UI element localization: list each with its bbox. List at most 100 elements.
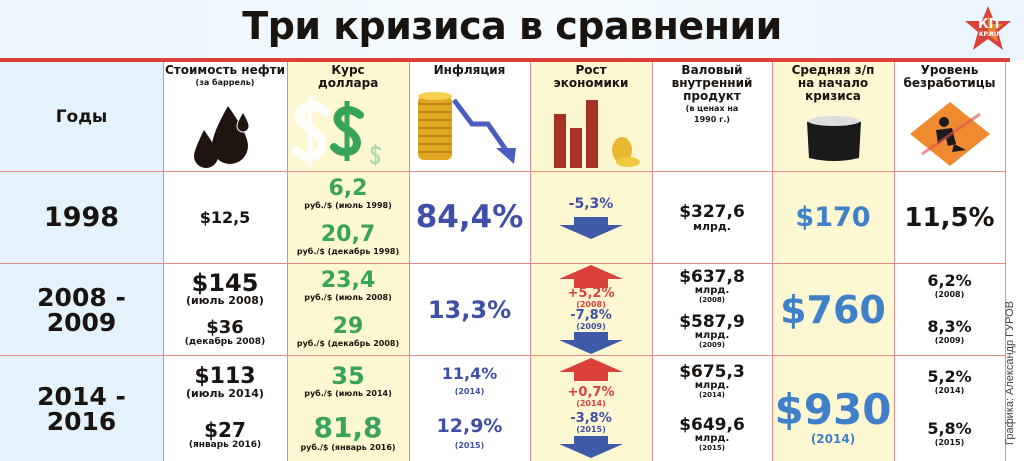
wage-cell: $930 (2014) (772, 356, 894, 461)
unemployment-cell: 5,2% (2014) 5,8% (2015) (894, 356, 1005, 461)
grid-line (652, 62, 653, 461)
gdp-cell: $327,6 млрд. (652, 172, 772, 263)
gdp-cell: $675,3 млрд. (2014) $649,6 млрд. (2015) (652, 356, 772, 461)
kp-logo-star-icon (965, 6, 1011, 50)
small-dollar-icon (369, 144, 382, 166)
gdp-note: (2008) (699, 295, 725, 304)
grid-line (163, 62, 164, 461)
years-column-bg (0, 62, 163, 461)
dollar-cell: 35 руб./$ (июль 2014) 81,8 руб./$ (январь … (287, 356, 409, 461)
unemployment-value: 8,3% (927, 316, 972, 336)
unemployment-note: (2014) (934, 385, 965, 395)
title-divider (0, 58, 1010, 62)
gdp-value: $675,3 (679, 362, 745, 383)
dollar-rate: 20,7 (320, 221, 376, 247)
grid-line (530, 62, 531, 461)
dollar-rate-note: руб./$ (июль 2008) (304, 293, 392, 303)
grid-line (287, 62, 288, 461)
header-oil-label: Стоимость нефти (165, 63, 285, 77)
unemployment-cell: 6,2% (2008) 8,3% (2009) (894, 264, 1005, 355)
header-dollar-label: Курс доллара (318, 63, 379, 90)
dollar-rate: 35 (331, 361, 365, 390)
year-label: 2014 - 2016 (37, 381, 126, 436)
growth-cell: +5,2% (2008) -7,8% (2009) (530, 264, 652, 355)
gdp-value: $327,6 (679, 201, 745, 222)
logo-main: КП (978, 17, 1000, 32)
graphics-credit: Графика: Александр ГУРОВ (1004, 300, 1016, 445)
growth-value: -7,8% (570, 308, 612, 323)
gdp-unit: млрд. (694, 284, 730, 296)
wage-value: $930 (774, 385, 892, 434)
inflation-note: (2015) (454, 441, 485, 450)
oil-cell: $145 (июль 2008) $36 (декабрь 2008) (163, 264, 287, 355)
year-label: 1998 (43, 202, 120, 233)
unemployment-note: (2015) (934, 438, 965, 448)
inflation-value: 13,3% (427, 295, 512, 324)
wallet-icon (807, 116, 861, 161)
growth-note: (2015) (576, 425, 606, 434)
grid-line (0, 355, 1005, 356)
header-gdp-note: (в ценах на 1990 г.) (685, 104, 739, 124)
arrow-up-icon (559, 265, 623, 288)
dollar-rate-note: руб./$ (июль 1998) (304, 201, 392, 211)
unemployment-value: 5,8% (927, 419, 972, 439)
gdp-value: $649,6 (679, 414, 745, 435)
growth-note: (2009) (576, 322, 606, 331)
oil-value: $12,5 (199, 207, 251, 227)
inflation-cell: 84,4% (409, 172, 530, 263)
year-cell: 1998 (0, 172, 163, 263)
oil-drops-icon (194, 106, 250, 168)
header-wage-label: Средняя з/п на начало кризиса (791, 63, 875, 103)
year-cell: 2008 - 2009 (0, 264, 163, 355)
gdp-value: $637,8 (679, 266, 745, 287)
gdp-value: $587,9 (679, 312, 745, 333)
unemployment-cell: 11,5% (894, 172, 1005, 263)
year-label: 2008 - 2009 (37, 282, 126, 337)
arrow-up-icon (559, 358, 623, 381)
growth-value: +5,2% (567, 286, 615, 301)
arrow-down-icon (559, 216, 623, 239)
dollar-sign-bg-icon (292, 96, 331, 166)
gdp-note: (2015) (699, 443, 725, 452)
growth-value: -3,8% (570, 411, 612, 426)
oil-note: (июль 2008) (186, 293, 264, 307)
dollar-rate: 29 (332, 313, 364, 339)
coins-falling-arrow-icon (418, 92, 516, 164)
wage-value: $760 (780, 287, 886, 332)
header-wage: Средняя з/п на начало кризиса (772, 64, 894, 103)
inflation-value: 84,4% (415, 199, 524, 235)
gdp-note: (2014) (699, 391, 725, 400)
dollar-rate-note: руб./$ (декабрь 2008) (296, 338, 400, 348)
header-gdp-label: Валовый внутренний продукт (671, 63, 753, 103)
year-cell: 2014 - 2016 (0, 356, 163, 461)
grid-line (772, 62, 773, 461)
kp-logo-text: КП KP.RU (978, 18, 1000, 38)
oil-value: $113 (194, 364, 256, 390)
dollar-rate-note: руб./$ (январь 2016) (300, 443, 396, 453)
dollar-rate: 6,2 (328, 176, 368, 202)
unemployment-note: (2009) (934, 335, 965, 345)
header-dollar: Курс доллара (287, 64, 409, 90)
inflation-cell: 13,3% (409, 264, 530, 355)
road-work-sign-icon (910, 102, 990, 166)
dollar-rate-note: руб./$ (декабрь 1998) (296, 246, 400, 256)
dollar-cell: 23,4 руб./$ (июль 2008) 29 руб./$ (декабрь… (287, 264, 409, 355)
growth-value: +0,7% (567, 385, 615, 400)
arrow-down-icon (559, 332, 623, 354)
inflation-note: (2014) (454, 387, 485, 396)
growth-note: (2014) (576, 399, 606, 408)
header-unemployment-label: Уровень безработицы (903, 63, 996, 90)
page-title: Три кризиса в сравнении (242, 4, 782, 48)
header-inflation: Инфляция (433, 63, 506, 77)
header-oil: Стоимость нефти (за баррель) (163, 64, 287, 88)
oil-value: $36 (206, 317, 244, 339)
grid-line (409, 62, 410, 461)
logo-sub: KP.RU (978, 31, 999, 38)
header-years: Годы (55, 106, 108, 127)
oil-value: $27 (204, 417, 246, 442)
gdp-unit: млрд. (694, 330, 730, 342)
unemployment-note: (2008) (934, 290, 965, 300)
growth-cell: -5,3% (530, 172, 652, 263)
gdp-unit: млрд. (694, 380, 730, 392)
oil-note: (декабрь 2008) (184, 337, 266, 348)
